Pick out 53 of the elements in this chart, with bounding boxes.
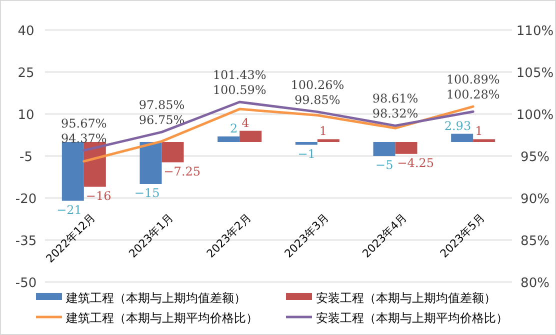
data-label: 94.37% bbox=[61, 131, 107, 146]
legend-label: 建筑工程（本期与上期平均价格比） bbox=[65, 311, 258, 325]
bar bbox=[317, 139, 340, 142]
y2-tick-label: 85% bbox=[520, 234, 550, 249]
data-label: 101.43% bbox=[212, 68, 266, 82]
data-label: 95.67% bbox=[61, 116, 107, 130]
data-label: 4 bbox=[242, 116, 250, 130]
bar bbox=[62, 142, 84, 201]
bar bbox=[451, 134, 474, 142]
y-tick-label: -5 bbox=[20, 150, 32, 165]
data-label: 99.85% bbox=[294, 92, 340, 107]
y2-tick-label: 80% bbox=[520, 276, 550, 291]
y2-tick-label: 105% bbox=[516, 66, 554, 81]
bar bbox=[218, 136, 240, 142]
data-label: 98.61% bbox=[372, 92, 418, 106]
data-label: 96.75% bbox=[138, 113, 185, 128]
y2-tick-label: 110% bbox=[516, 24, 554, 39]
data-label: −21 bbox=[56, 202, 82, 217]
y2-tick-label: 100% bbox=[516, 108, 554, 123]
data-label: −16 bbox=[86, 188, 112, 203]
y-tick-label: 10 bbox=[18, 108, 34, 123]
bar bbox=[240, 130, 262, 142]
data-label: 2.93 bbox=[444, 118, 472, 133]
data-label: 2 bbox=[230, 121, 238, 136]
legend-label: 安装工程（本期与上期平均价格比） bbox=[316, 311, 508, 325]
legend-label: 安装工程（本期与上期均值差额） bbox=[316, 291, 496, 305]
data-label: 98.32% bbox=[372, 106, 418, 121]
bar bbox=[162, 142, 184, 162]
bar bbox=[473, 139, 496, 142]
data-label: 1 bbox=[475, 124, 483, 138]
data-label: −4.25 bbox=[397, 156, 434, 170]
data-label: 100.59% bbox=[212, 82, 266, 97]
data-label: −5 bbox=[376, 158, 394, 172]
data-label: 97.85% bbox=[138, 98, 185, 112]
data-label: 100.26% bbox=[290, 78, 344, 92]
data-label: −1 bbox=[298, 146, 316, 161]
data-label: −7.25 bbox=[164, 164, 201, 178]
y-tick-label: -50 bbox=[15, 276, 37, 291]
y2-tick-label: 90% bbox=[520, 192, 550, 207]
y2-tick-label: 95% bbox=[520, 150, 550, 165]
y-tick-label: -20 bbox=[15, 192, 37, 207]
y-tick-label: 25 bbox=[18, 66, 34, 81]
bar bbox=[140, 142, 162, 184]
legend-label: 建筑工程（本期与上期均值差额） bbox=[65, 291, 246, 305]
bar bbox=[395, 142, 418, 154]
y-tick-label: 40 bbox=[18, 24, 34, 39]
data-label: 100.89% bbox=[446, 72, 500, 87]
y-tick-label: -35 bbox=[15, 234, 37, 249]
bar bbox=[295, 142, 318, 145]
data-label: −15 bbox=[134, 186, 160, 200]
data-label: 100.28% bbox=[446, 88, 500, 102]
bar bbox=[373, 142, 396, 156]
data-label: 1 bbox=[319, 124, 328, 138]
